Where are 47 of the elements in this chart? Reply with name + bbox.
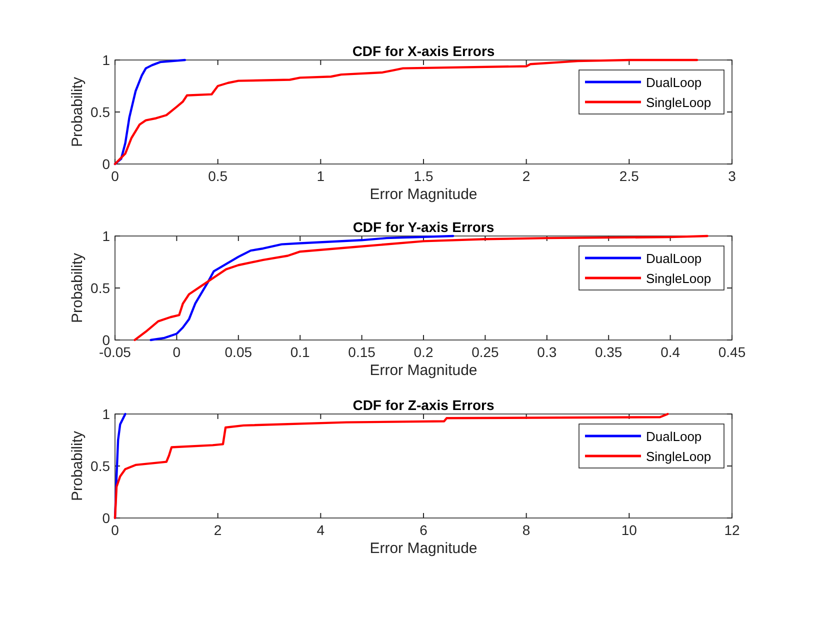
x-tick-label: 3 <box>728 168 736 184</box>
y-axis-title: Probability <box>69 430 86 502</box>
y-tick-label: 1 <box>102 406 110 422</box>
y-tick-label: 0 <box>102 510 110 526</box>
legend-label: DualLoop <box>646 429 702 444</box>
line-series <box>134 234 708 342</box>
chart-title: CDF for X-axis Errors <box>352 43 495 59</box>
x-tick-label: 10 <box>621 522 638 538</box>
x-tick-label: 2 <box>522 168 530 184</box>
legend-label: DualLoop <box>646 251 702 266</box>
y-tick-label: 1 <box>102 228 110 244</box>
y-tick-label: 0 <box>102 156 110 172</box>
x-axis-title: Error Magnitude <box>370 186 478 203</box>
legend-label: DualLoop <box>646 75 702 90</box>
x-tick-label: 0 <box>172 344 181 360</box>
x-tick-label: 0.05 <box>224 344 252 360</box>
chart-title: CDF for Y-axis Errors <box>352 219 494 235</box>
x-tick-label: 0.3 <box>537 344 557 360</box>
x-axis-title: Error Magnitude <box>370 362 478 379</box>
x-tick-label: 0.4 <box>660 344 680 360</box>
x-tick-label: 2 <box>214 522 222 538</box>
x-tick-label: 0.45 <box>718 344 746 360</box>
x-tick-label: 0.15 <box>348 344 376 360</box>
x-tick-label: 0.1 <box>290 344 310 360</box>
y-tick-label: 0.5 <box>90 280 110 296</box>
x-tick-label: 12 <box>724 522 740 538</box>
x-axis-title: Error Magnitude <box>370 540 478 557</box>
y-axis-title: Probability <box>69 76 86 148</box>
x-tick-label: 2.5 <box>619 168 640 184</box>
legend-label: SingleLoop <box>646 271 712 286</box>
x-tick-label: 0.2 <box>414 344 434 360</box>
x-tick-label: 1.5 <box>414 168 434 184</box>
y-tick-label: 0.5 <box>90 104 110 120</box>
chart-title: CDF for Z-axis Errors <box>352 397 495 413</box>
y-tick-label: 0.5 <box>90 458 110 474</box>
x-tick-label: 0.35 <box>594 344 622 360</box>
x-tick-label: 4 <box>316 522 325 538</box>
legend-label: SingleLoop <box>646 95 712 110</box>
x-tick-label: 8 <box>522 522 530 538</box>
y-tick-label: 1 <box>102 52 110 68</box>
x-tick-label: 0.5 <box>208 168 228 184</box>
line-series <box>150 234 454 342</box>
legend-label: SingleLoop <box>646 449 712 464</box>
x-tick-label: 0.25 <box>472 344 500 360</box>
x-tick-label: 6 <box>420 522 428 538</box>
x-tick-label: 1 <box>316 168 325 184</box>
y-axis-title: Probability <box>69 252 86 324</box>
